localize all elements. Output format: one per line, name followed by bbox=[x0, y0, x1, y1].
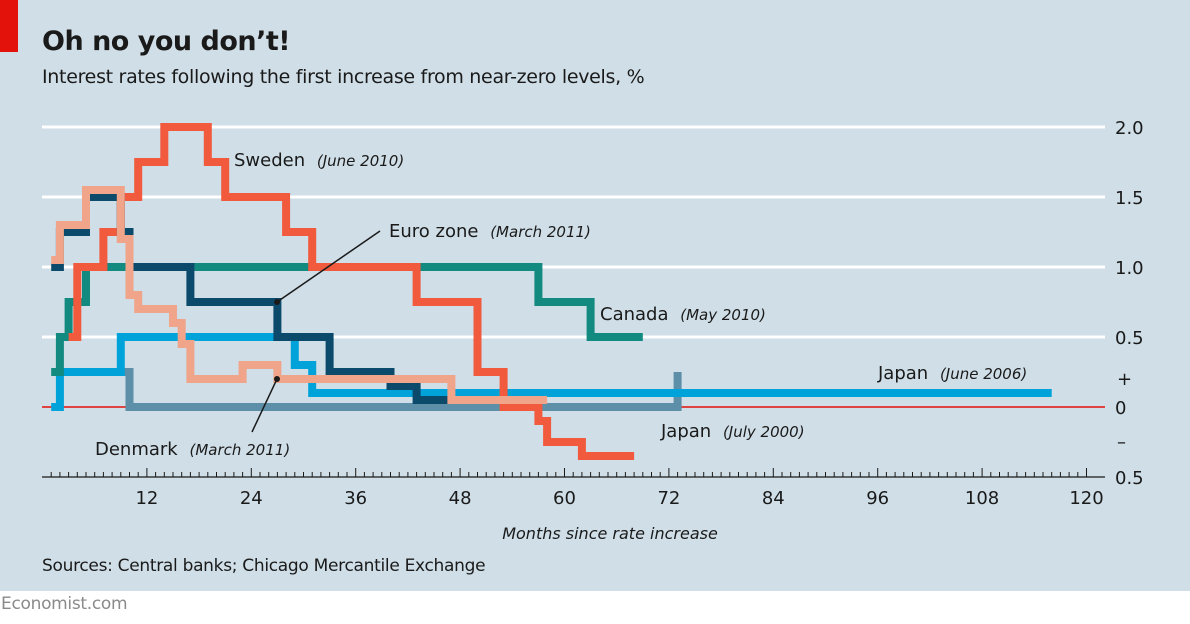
label-japan-2000: Japan (July 2000) bbox=[660, 421, 805, 442]
x-tick-label: 120 bbox=[1069, 488, 1103, 509]
y-tick-label: 0.5 bbox=[1115, 468, 1144, 489]
label-japan-2000-date: (July 2000) bbox=[723, 423, 805, 441]
leader-dot-euro bbox=[274, 299, 280, 305]
series-line-denmark-march-2011 bbox=[51, 186, 548, 404]
label-canada-date: (May 2010) bbox=[680, 306, 766, 324]
sources-note: Sources: Central banks; Chicago Mercanti… bbox=[42, 556, 486, 576]
x-tick-label: 12 bbox=[135, 488, 158, 509]
x-tick-label: 84 bbox=[762, 488, 785, 509]
label-japan-2006-name: Japan bbox=[877, 363, 928, 384]
label-sweden: Sweden (June 2010) bbox=[234, 150, 404, 171]
label-euro-name: Euro zone bbox=[389, 221, 478, 242]
label-euro: Euro zone (March 2011) bbox=[389, 221, 591, 242]
y-tick-label: 1.5 bbox=[1115, 188, 1144, 209]
x-tick-label: 48 bbox=[449, 488, 472, 509]
label-canada: Canada (May 2010) bbox=[600, 304, 766, 325]
series-labels: Sweden (June 2010) Euro zone (March 2011… bbox=[95, 150, 1027, 460]
label-denmark-date: (March 2011) bbox=[189, 441, 290, 459]
label-canada-name: Canada bbox=[600, 304, 669, 325]
label-denmark: Denmark (March 2011) bbox=[95, 439, 290, 460]
brand-red-tab bbox=[0, 0, 18, 52]
y-tick-label: 0.5 bbox=[1115, 328, 1144, 349]
x-tick-label: 108 bbox=[965, 488, 999, 509]
x-tick-label: 36 bbox=[344, 488, 367, 509]
x-tick-label: 96 bbox=[866, 488, 889, 509]
series-line-japan-july-2000 bbox=[120, 368, 682, 411]
x-axis-title: Months since rate increase bbox=[502, 524, 718, 543]
leader-dot-denmark bbox=[274, 376, 280, 382]
label-japan-2006: Japan (June 2006) bbox=[877, 363, 1027, 384]
label-denmark-name: Denmark bbox=[95, 439, 178, 460]
chart-subtitle: Interest rates following the first incre… bbox=[42, 66, 645, 88]
chart-svg: 2.01.51.00.500.5+– 12 24 36 48 60 72 84 96 108 12… bbox=[42, 118, 1144, 543]
x-tick-label: 60 bbox=[553, 488, 576, 509]
label-sweden-name: Sweden bbox=[234, 150, 305, 171]
x-tick-label: 24 bbox=[240, 488, 263, 509]
leader-line-denmark bbox=[251, 378, 278, 433]
y-tick-label: 0 bbox=[1115, 398, 1126, 419]
y-tick-label: 1.0 bbox=[1115, 258, 1144, 279]
y-sign-plus: + bbox=[1117, 369, 1132, 390]
chart-panel bbox=[0, 0, 1190, 591]
y-axis-ticks: 2.0 1.5 1.0 0.5 0 0.5 + – bbox=[1115, 118, 1144, 489]
leader-line-euro bbox=[276, 230, 381, 303]
x-tick-label: 72 bbox=[657, 488, 680, 509]
series-line-canada-may-2010 bbox=[51, 263, 643, 376]
brand-footer: Economist.com bbox=[1, 594, 128, 614]
label-sweden-date: (June 2010) bbox=[317, 152, 404, 170]
label-euro-date: (March 2011) bbox=[490, 223, 591, 241]
x-axis: 12 24 36 48 60 72 84 96 108 120 bbox=[42, 468, 1105, 509]
label-japan-2000-name: Japan bbox=[660, 421, 711, 442]
label-japan-2006-date: (June 2006) bbox=[940, 365, 1027, 383]
y-tick-label: 2.0 bbox=[1115, 118, 1144, 139]
series-lines bbox=[51, 123, 1052, 460]
y-sign-minus: – bbox=[1117, 432, 1126, 453]
chart-title: Oh no you don’t! bbox=[42, 26, 291, 57]
